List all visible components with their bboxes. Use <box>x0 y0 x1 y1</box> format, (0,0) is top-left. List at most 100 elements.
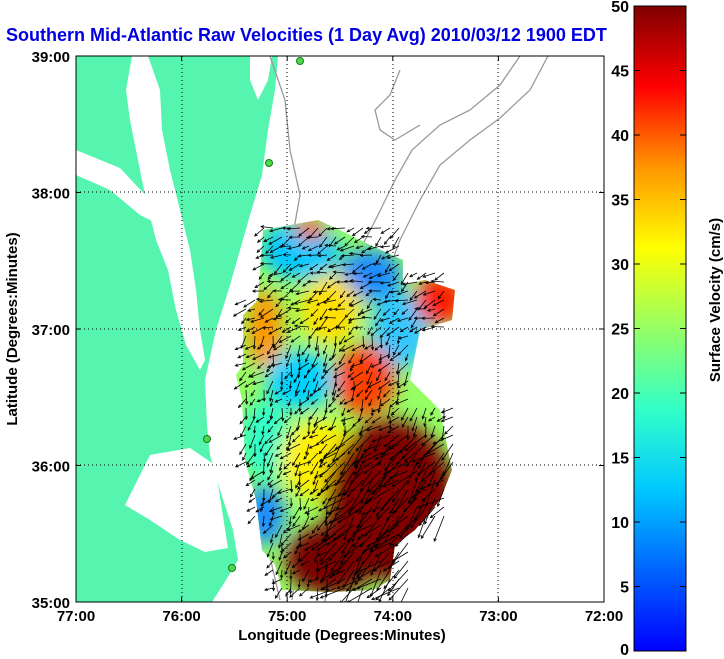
velocity-vector-head <box>364 396 369 401</box>
velocity-vector <box>331 227 346 230</box>
velocity-vector-head <box>378 357 383 361</box>
velocity-vector <box>246 326 256 332</box>
velocity-vector <box>285 317 292 324</box>
velocity-vector <box>375 533 400 549</box>
velocity-vectors <box>232 225 454 602</box>
velocity-vector-head <box>271 580 276 584</box>
velocity-vector <box>263 236 274 242</box>
velocity-vector <box>290 362 293 378</box>
velocity-vector <box>313 317 319 325</box>
velocity-vector <box>323 362 328 373</box>
velocity-vector-head <box>401 311 406 315</box>
velocity-vector-head <box>370 346 375 351</box>
colorbar-label: Surface Velocity (cm/s) <box>707 218 724 382</box>
velocity-vector-head <box>297 242 302 247</box>
velocity-vector <box>421 434 436 446</box>
velocity-vector-head <box>355 465 359 470</box>
velocity-vector <box>372 560 391 572</box>
velocity-vector <box>270 407 274 419</box>
velocity-vector <box>318 317 328 330</box>
velocity-vector-head <box>286 527 291 531</box>
velocity-vector-head <box>296 486 301 490</box>
velocity-vector <box>292 560 301 568</box>
velocity-vector <box>289 281 301 292</box>
velocity-vector-head <box>414 477 419 482</box>
velocity-vector-head <box>343 339 348 343</box>
velocity-vector-head <box>387 382 392 386</box>
velocity-vector-head <box>406 480 411 485</box>
velocity-vector <box>346 290 355 297</box>
velocity-vector-head <box>320 579 324 584</box>
velocity-vector-head <box>266 553 270 558</box>
velocity-vector-head <box>364 346 368 350</box>
velocity-vector <box>340 542 355 565</box>
velocity-vector-head <box>336 570 340 574</box>
velocity-vector-head <box>389 456 394 461</box>
velocity-vector-head <box>318 458 323 462</box>
velocity-vector-head <box>307 248 312 252</box>
velocity-vector <box>427 308 436 312</box>
velocity-vector-head <box>408 317 412 321</box>
velocity-vector <box>364 461 382 474</box>
velocity-vector <box>292 434 301 443</box>
velocity-vector-head <box>430 411 434 416</box>
velocity-vector <box>322 578 346 590</box>
velocity-vector <box>369 272 382 279</box>
velocity-vector <box>327 452 346 468</box>
velocity-vector <box>414 326 427 334</box>
velocity-vector-head <box>268 273 273 277</box>
velocity-vector-head <box>362 274 367 278</box>
velocity-vector-head <box>322 300 327 304</box>
x-tick-label: 73:00 <box>479 608 517 625</box>
velocity-vector-head <box>289 576 293 580</box>
velocity-vector <box>433 515 445 542</box>
velocity-vector-head <box>400 288 405 293</box>
velocity-vector-head <box>301 351 305 356</box>
velocity-vector <box>373 298 382 301</box>
velocity-vector <box>253 407 256 420</box>
velocity-vector-head <box>322 454 327 458</box>
velocity-vector <box>266 380 274 394</box>
velocity-vector <box>388 380 400 386</box>
velocity-vector-head <box>409 274 413 278</box>
velocity-vector <box>285 587 292 597</box>
velocity-vector-head <box>410 524 414 529</box>
velocity-vector <box>376 371 382 381</box>
velocity-vector <box>417 497 445 508</box>
velocity-vector <box>361 470 373 486</box>
velocity-vector-head <box>393 575 398 580</box>
velocity-vector <box>393 560 409 579</box>
velocity-vector <box>385 290 391 299</box>
velocity-vector <box>275 560 283 575</box>
velocity-vector-head <box>382 471 387 475</box>
velocity-vector <box>337 245 346 251</box>
velocity-vector-head <box>370 572 374 576</box>
velocity-vector <box>258 308 265 316</box>
velocity-vector-head <box>307 253 312 257</box>
velocity-vector <box>389 227 400 239</box>
velocity-vector <box>376 254 382 264</box>
velocity-vector-head <box>295 427 300 432</box>
velocity-vector <box>245 380 256 388</box>
velocity-vector <box>298 254 310 257</box>
velocity-vector-head <box>316 547 320 552</box>
velocity-vector-head <box>388 565 392 570</box>
velocity-vector-head <box>432 303 437 307</box>
velocity-vector-head <box>392 352 397 356</box>
velocity-vector <box>249 398 256 406</box>
velocity-vector <box>360 470 382 492</box>
station-marker <box>265 159 273 167</box>
velocity-vector <box>260 497 274 506</box>
velocity-vector-head <box>323 339 327 344</box>
velocity-vector-head <box>266 279 271 284</box>
velocity-vector <box>272 488 283 498</box>
velocity-vector-head <box>320 461 324 465</box>
velocity-vector-head <box>339 248 344 252</box>
velocity-vector-head <box>377 461 381 466</box>
velocity-vector-head <box>297 279 301 283</box>
velocity-vector <box>433 308 445 317</box>
velocity-vector <box>372 434 391 443</box>
velocity-vector <box>327 281 337 289</box>
velocity-vector <box>313 290 328 293</box>
velocity-vector <box>287 326 301 333</box>
